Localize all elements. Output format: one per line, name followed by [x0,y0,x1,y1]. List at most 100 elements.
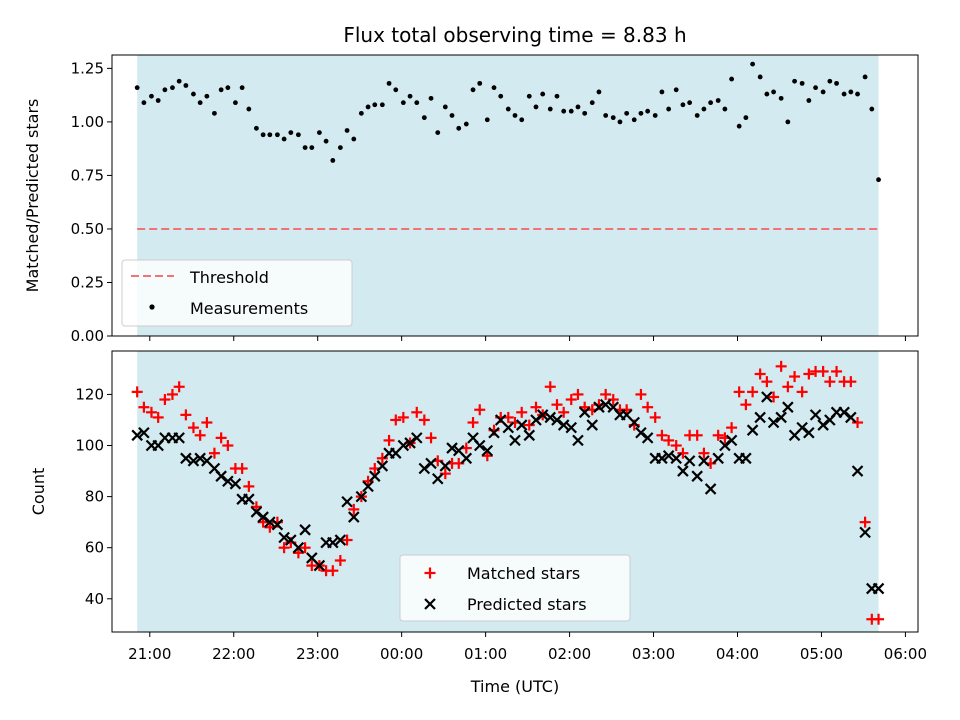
predicted-star-point [299,524,311,536]
predicted-star-point [425,457,437,470]
measurement-point [267,132,273,138]
measurement-point [372,102,378,108]
matched-star-point [698,447,710,459]
predicted-star-point [565,421,578,434]
measurement-point [274,132,280,138]
matched-star-point [187,422,199,434]
measurement-point [456,125,462,131]
measurement-point [820,89,826,95]
matched-star-point [544,381,556,393]
matched-star-point [691,429,703,441]
matched-star-point [390,414,402,426]
matched-star-point [236,463,248,475]
measurement-point [806,98,812,103]
measurement-point [309,145,315,150]
matched-star-point [131,386,143,398]
matched-star-point [411,406,423,418]
measurement-point [421,115,427,121]
matched-star-point [565,394,577,406]
measurement-point [155,98,161,103]
measurement-point [869,106,875,112]
measurement-point [183,83,189,88]
predicted-star-point [348,511,360,523]
measurement-point [512,113,518,118]
predicted-star-point [845,411,857,424]
matched-star-point [215,432,227,444]
measurement-point [610,115,616,121]
measurement-point [288,130,294,136]
predicted-star-point [187,455,200,467]
measurement-point [547,106,553,112]
measurement-point [526,93,532,99]
matched-star-point [677,447,689,459]
legend-predicted-swatch [424,598,436,610]
matched-star-point [663,434,675,446]
matched-star-point [425,432,437,444]
measurement-point [204,93,210,99]
predicted-star-point [796,421,808,434]
predicted-star-point [536,409,549,421]
predicted-star-point [327,536,339,549]
measurement-point [624,110,630,116]
matched-star-point [747,386,759,398]
predicted-star-point [334,534,347,546]
time-x-tick-label: 22:00 [212,645,255,663]
measurement-point [596,89,602,95]
matched-star-point [726,422,738,434]
predicted-star-point [761,391,773,403]
matched-star-point [334,554,346,566]
count-y-tick-label: 100 [75,437,104,455]
measurement-point [673,87,679,93]
matched-star-point [712,429,724,441]
count-panel-frame [111,350,919,633]
matched-star-point [530,401,542,413]
measurement-point [638,110,644,116]
ratio-y-ticks: 0.00 0.25 0.50 0.75 1.00 1.25 [71,59,112,345]
measurement-point [365,104,371,110]
measurement-point [400,100,406,106]
predicted-star-point [859,526,871,539]
measurement-point [197,100,203,106]
predicted-star-point [578,406,591,419]
measurement-point [295,132,301,138]
measurement-point [575,104,581,110]
predicted-star-point [593,401,605,413]
time-x-tick-label: 21:00 [128,645,171,663]
measurement-point [876,177,881,183]
time-x-axis-label: Time (UTC) [470,677,559,696]
time-x-tick-label: 01:00 [464,645,507,663]
predicted-star-point [250,506,263,518]
predicted-star-point [271,518,284,531]
matched-star-point [145,406,157,418]
predicted-star-point [754,411,766,424]
measurement-point [302,145,308,150]
measurement-point [316,130,322,136]
matched-star-point [831,365,843,377]
measurement-point [239,85,245,91]
matched-star-point [656,429,668,441]
ratio-y-axis-label: Matched/Predicted stars [23,99,42,293]
predicted-star-point [410,432,423,444]
predicted-star-point [180,452,192,465]
predicted-star-point [586,419,599,431]
time-x-tick-label: 02:00 [548,645,591,663]
matched-star-point [635,388,647,400]
measurement-point [435,130,441,136]
time-x-tick-label: 06:00 [884,645,927,663]
measurement-point [393,87,399,93]
time-x-tick-label: 04:00 [716,645,759,663]
measurement-point [554,93,560,99]
measurement-point [470,87,476,93]
matched-star-point [194,429,206,441]
matched-star-point [348,503,360,515]
measurement-point [407,93,413,99]
measurement-point [841,91,847,97]
matched-star-point [873,613,885,625]
measurement-point [162,87,168,93]
predicted-stars-points [131,391,885,595]
predicted-star-point [872,582,885,595]
measurement-point [505,106,511,112]
measurement-point [358,110,364,116]
matched-star-point [845,376,857,388]
